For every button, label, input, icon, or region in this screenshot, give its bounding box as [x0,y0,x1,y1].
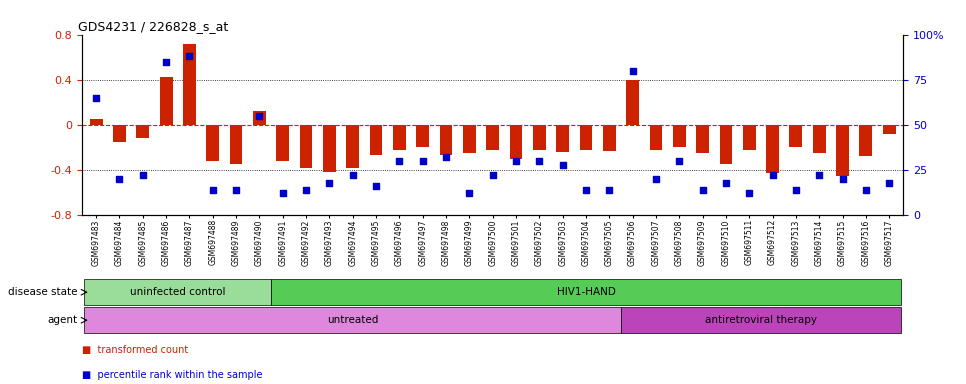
Bar [136,125,149,138]
Bar [113,125,126,142]
Bar [440,125,452,155]
Bar [90,119,102,125]
Text: GDS4231 / 226828_s_at: GDS4231 / 226828_s_at [78,20,228,33]
Point [415,158,431,164]
Point [858,187,873,193]
Bar [621,307,901,333]
Point [788,187,804,193]
Bar [299,125,312,168]
Point [882,179,897,185]
Text: antiretroviral therapy: antiretroviral therapy [705,315,817,325]
Bar [271,279,901,305]
Point [811,172,827,179]
Bar [720,125,732,164]
Point [648,176,664,182]
Point [275,190,291,197]
Point [322,179,337,185]
Bar [603,125,615,151]
Bar [230,125,242,164]
Point [485,172,500,179]
Point [671,158,687,164]
Bar [510,125,523,159]
Point [439,154,454,161]
Point [462,190,477,197]
Point [182,53,197,59]
Point [579,187,594,193]
Point [135,172,151,179]
Bar [346,125,359,168]
Point [298,187,314,193]
Bar [393,125,406,150]
Text: untreated: untreated [327,315,379,325]
Bar [463,125,475,153]
Bar [766,125,779,173]
Bar [837,125,849,175]
Point [625,68,640,74]
Text: HIV1-HAND: HIV1-HAND [556,287,615,297]
Bar [743,125,755,150]
Bar [533,125,546,150]
Bar [416,125,429,147]
Point [695,187,710,193]
Bar [673,125,686,147]
Point [508,158,524,164]
Text: disease state: disease state [8,287,77,297]
Point [554,161,570,167]
Bar [486,125,499,150]
Bar [649,125,663,150]
Text: uninfected control: uninfected control [130,287,225,297]
Point [228,187,243,193]
Point [112,176,128,182]
Point [742,190,757,197]
Bar [789,125,803,147]
Bar [580,125,592,150]
Text: agent: agent [47,315,77,325]
Bar [696,125,709,153]
Bar [207,125,219,161]
Bar [323,125,336,172]
Bar [276,125,289,161]
Point [252,113,268,119]
Bar [253,111,266,125]
Point [391,158,407,164]
Bar [883,125,895,134]
Point [205,187,220,193]
Bar [84,307,621,333]
Text: ■  percentile rank within the sample: ■ percentile rank within the sample [82,370,263,380]
Bar [626,80,639,125]
Bar [159,78,173,125]
Bar [556,125,569,152]
Point [158,59,174,65]
Text: ■  transformed count: ■ transformed count [82,345,188,355]
Bar [860,125,872,156]
Point [765,172,781,179]
Point [718,179,733,185]
Point [345,172,360,179]
Point [88,95,103,101]
Point [835,176,850,182]
Point [531,158,547,164]
Point [368,183,384,189]
Point [602,187,617,193]
Bar [812,125,826,153]
Bar [84,279,271,305]
Bar [370,125,383,155]
Bar [183,44,196,125]
